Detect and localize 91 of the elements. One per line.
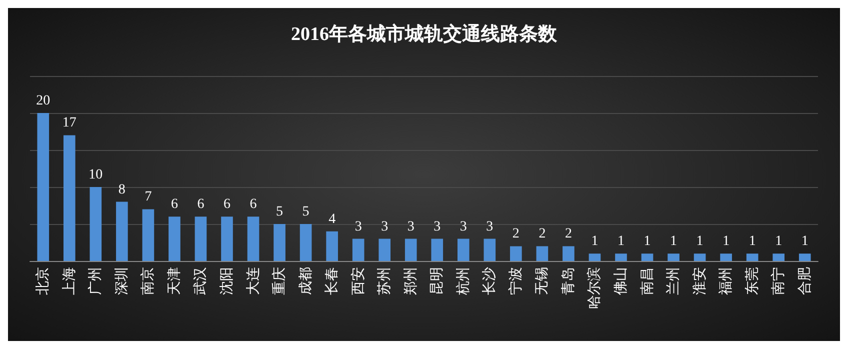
bar bbox=[484, 238, 496, 261]
data-label: 1 bbox=[618, 234, 624, 250]
bar bbox=[90, 187, 102, 261]
x-tick-label: 南昌 bbox=[639, 267, 656, 295]
data-label: 3 bbox=[381, 219, 388, 234]
data-label: 7 bbox=[144, 190, 152, 205]
x-tick-label: 上海 bbox=[61, 267, 78, 295]
bar bbox=[720, 254, 732, 261]
x-tick-label: 兰州 bbox=[666, 267, 682, 295]
bar bbox=[536, 246, 548, 261]
x-tick-label: 青岛 bbox=[560, 267, 576, 295]
data-label: 2 bbox=[538, 226, 546, 242]
x-tick-label: 西安 bbox=[350, 267, 366, 295]
x-tick-label: 深圳 bbox=[114, 267, 130, 295]
data-label: 3 bbox=[434, 219, 441, 234]
x-tick-label: 淮安 bbox=[692, 267, 708, 295]
data-label: 2 bbox=[564, 226, 572, 242]
x-tick-label: 无锡 bbox=[534, 267, 550, 295]
data-label: 6 bbox=[224, 197, 230, 212]
data-label: 17 bbox=[62, 116, 76, 131]
bar bbox=[378, 238, 391, 261]
data-label: 6 bbox=[170, 197, 178, 212]
data-label: 1 bbox=[748, 234, 756, 250]
bar bbox=[116, 202, 128, 261]
x-tick-label: 成都 bbox=[298, 267, 314, 295]
bar bbox=[194, 216, 207, 261]
x-tick-label: 大连 bbox=[245, 267, 262, 295]
data-label: 8 bbox=[118, 182, 126, 198]
bar bbox=[615, 254, 627, 261]
data-label: 4 bbox=[328, 212, 336, 227]
bar bbox=[510, 246, 522, 261]
x-tick-label: 天津 bbox=[166, 267, 182, 295]
bar bbox=[746, 254, 758, 261]
x-tick-label: 重庆 bbox=[272, 267, 288, 295]
data-label: 10 bbox=[88, 168, 103, 182]
bar bbox=[37, 113, 50, 261]
data-label: 3 bbox=[354, 219, 362, 234]
bar bbox=[457, 238, 470, 261]
bar bbox=[772, 254, 785, 261]
bar bbox=[142, 209, 154, 261]
data-label: 5 bbox=[276, 204, 284, 220]
data-label: 3 bbox=[486, 219, 494, 234]
x-tick-label: 长沙 bbox=[482, 267, 498, 295]
bar bbox=[562, 246, 574, 261]
x-tick-label: 宁波 bbox=[508, 267, 524, 295]
bar bbox=[641, 254, 654, 261]
x-tick-label: 广州 bbox=[88, 267, 104, 295]
bar bbox=[274, 224, 286, 261]
bar bbox=[63, 135, 76, 261]
data-label: 20 bbox=[36, 94, 50, 108]
bar bbox=[352, 238, 364, 261]
bar bbox=[300, 224, 312, 261]
bar bbox=[326, 231, 338, 261]
bar bbox=[588, 254, 601, 261]
data-label: 1 bbox=[591, 234, 598, 250]
bar bbox=[168, 216, 180, 261]
x-tick-label: 佛山 bbox=[613, 267, 629, 295]
data-label: 3 bbox=[460, 219, 467, 234]
x-tick-label: 东莞 bbox=[744, 267, 760, 295]
x-tick-label: 哈尔滨 bbox=[586, 267, 603, 309]
x-tick-label: 昆明 bbox=[429, 267, 446, 295]
data-label: 3 bbox=[407, 219, 414, 234]
x-tick-label: 南宁 bbox=[770, 267, 787, 295]
bar bbox=[221, 216, 233, 261]
data-label: 1 bbox=[722, 234, 730, 250]
x-tick-label: 苏州 bbox=[376, 267, 393, 295]
data-label: 1 bbox=[696, 234, 704, 250]
x-tick-label: 郑州 bbox=[402, 267, 419, 295]
data-label: 6 bbox=[197, 197, 204, 212]
data-label: 6 bbox=[250, 197, 257, 212]
x-tick-label: 合肥 bbox=[796, 267, 813, 295]
x-tick-label: 沈阳 bbox=[219, 267, 235, 295]
bar bbox=[404, 238, 417, 261]
x-tick-label: 杭州 bbox=[455, 267, 472, 296]
bar bbox=[668, 254, 680, 261]
bar bbox=[694, 254, 706, 261]
data-label: 1 bbox=[670, 234, 678, 250]
x-tick-label: 福州 bbox=[718, 267, 734, 295]
bar bbox=[431, 238, 444, 261]
x-tick-label: 武汉 bbox=[192, 267, 209, 295]
data-label: 5 bbox=[302, 204, 310, 220]
x-tick-label: 长春 bbox=[324, 267, 340, 295]
data-label: 1 bbox=[775, 234, 782, 250]
bar bbox=[798, 254, 811, 261]
data-label: 2 bbox=[512, 226, 520, 242]
chart-title: 2016年各城市城轨交通线路条数 bbox=[291, 23, 558, 45]
data-label: 1 bbox=[644, 234, 651, 250]
bar bbox=[247, 216, 260, 261]
x-tick-label: 北京 bbox=[35, 267, 52, 295]
x-tick-label: 南京 bbox=[140, 267, 156, 295]
data-label: 1 bbox=[801, 234, 808, 250]
